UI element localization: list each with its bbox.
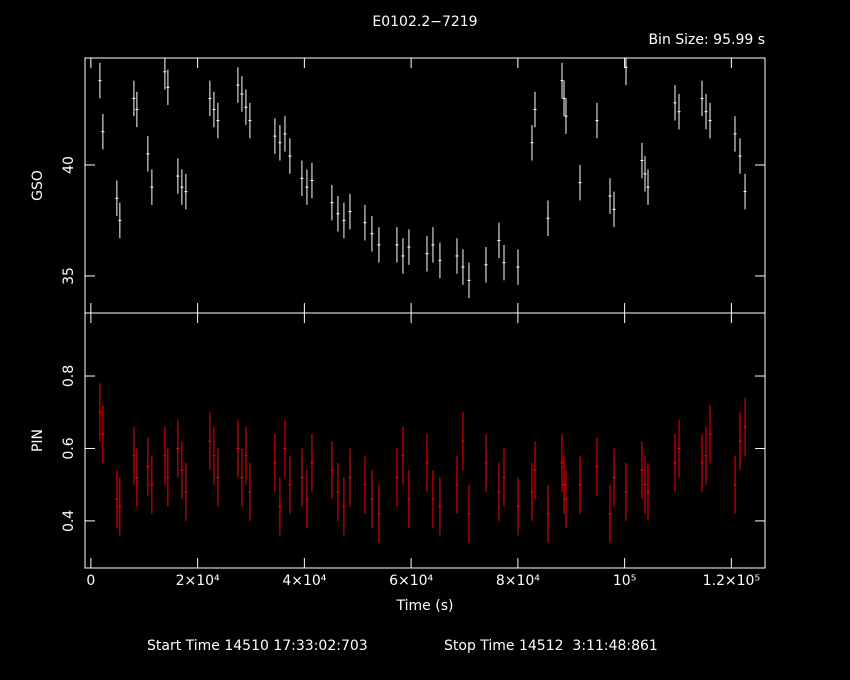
start-time: Start Time 14510 17:33:02:703 [147, 638, 368, 654]
x-tick-label: 4×10⁴ [282, 573, 326, 589]
bottom-panel-frame [84, 312, 766, 569]
x-tick-label: 8×10⁴ [496, 573, 540, 589]
y-tick-label: 0.8 [61, 365, 77, 387]
y-tick-label: 0.4 [61, 510, 77, 532]
chart-title: E0102.2−7219 [372, 14, 477, 30]
stop-time: Stop Time 14512 3:11:48:861 [444, 638, 658, 654]
x-tick-label: 10⁵ [613, 573, 636, 589]
y-tick-label: 40 [61, 156, 77, 174]
x-axis-label: Time (s) [396, 598, 454, 614]
x-tick-label: 2×10⁴ [176, 573, 220, 589]
bin-size: Bin Size: 95.99 s [648, 32, 765, 48]
y-axis-label: PIN [30, 429, 46, 452]
x-tick-label: 1.2×10⁵ [703, 573, 760, 589]
y-axis-label: GSO [30, 170, 46, 201]
x-tick-label: 6×10⁴ [389, 573, 433, 589]
y-tick-label: 35 [61, 267, 77, 285]
y-tick-label: 0.6 [61, 437, 77, 459]
x-tick-label: 0 [86, 573, 95, 589]
